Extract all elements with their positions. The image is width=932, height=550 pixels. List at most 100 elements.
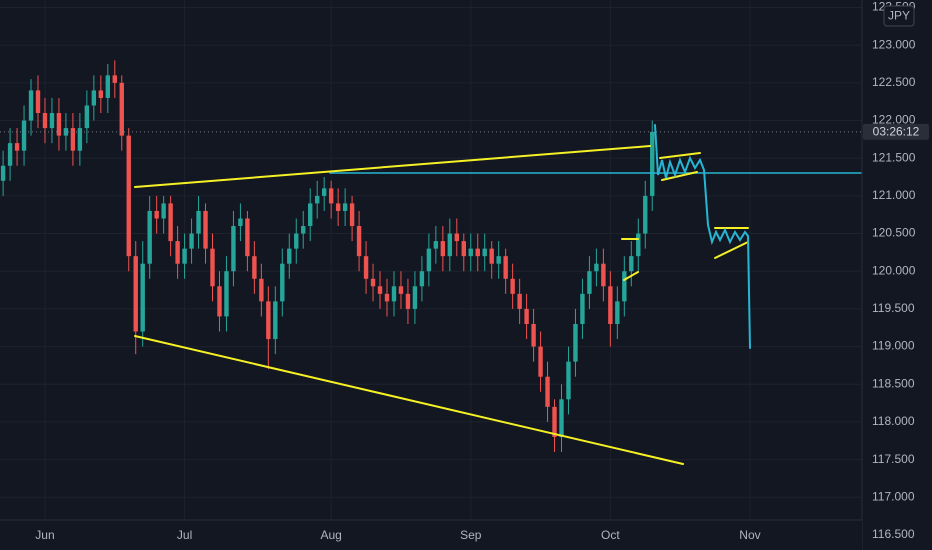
candle-body bbox=[531, 323, 536, 347]
candle-body bbox=[608, 286, 613, 324]
candle-body bbox=[601, 263, 606, 287]
candle-body bbox=[119, 82, 124, 136]
currency: JPY bbox=[888, 9, 910, 23]
candle-body bbox=[77, 128, 83, 151]
candle-body bbox=[468, 248, 473, 257]
candle-body bbox=[189, 233, 194, 249]
candle-body bbox=[28, 90, 34, 121]
candle-body bbox=[622, 271, 627, 302]
candle-body bbox=[315, 195, 320, 204]
y-tick-label: 117.000 bbox=[872, 489, 915, 503]
x-tick-label: Aug bbox=[320, 528, 341, 542]
candle-body bbox=[7, 143, 13, 166]
candle-body bbox=[356, 226, 362, 257]
candle-body bbox=[412, 286, 418, 309]
candle-body bbox=[538, 346, 543, 377]
flag-line bbox=[659, 152, 701, 159]
y-tick-label: 122.500 bbox=[872, 75, 916, 89]
candle-body bbox=[545, 376, 550, 407]
candle-body bbox=[636, 233, 641, 257]
candle-body bbox=[384, 293, 390, 302]
y-tick-label: 122.000 bbox=[872, 113, 916, 127]
candle-body bbox=[231, 226, 236, 272]
y-tick-label: 117.500 bbox=[872, 452, 915, 466]
candle-body bbox=[182, 248, 187, 264]
candle-body bbox=[580, 293, 585, 324]
candle-body bbox=[426, 248, 432, 272]
candle-body bbox=[203, 210, 208, 249]
countdown: 03:26:12 bbox=[873, 125, 920, 139]
candle-body bbox=[196, 210, 201, 234]
candle-body bbox=[594, 263, 599, 272]
candle-body bbox=[489, 248, 494, 264]
candle-body bbox=[363, 256, 369, 279]
y-tick-label: 119.500 bbox=[872, 301, 915, 315]
candle-body bbox=[154, 210, 159, 219]
candle-body bbox=[398, 286, 404, 294]
candle-body bbox=[112, 75, 117, 83]
candle-body bbox=[14, 143, 20, 151]
labels: 116.500 117.000 117.500 118.000 118.500 119.0… bbox=[35, 0, 929, 542]
candle-body bbox=[126, 135, 131, 257]
candle-body bbox=[573, 323, 578, 362]
candle-body bbox=[349, 203, 355, 227]
candle-body bbox=[552, 406, 557, 437]
candle-body bbox=[273, 301, 278, 340]
x-tick-label: Jul bbox=[177, 528, 192, 542]
y-tick-label: 119.000 bbox=[872, 339, 915, 353]
y-tick-label: 120.500 bbox=[872, 226, 916, 240]
candle-body bbox=[510, 278, 515, 294]
candle-body bbox=[49, 113, 55, 129]
candle-body bbox=[587, 271, 592, 294]
candle-body bbox=[287, 248, 292, 264]
candle-body bbox=[280, 263, 285, 302]
candle-body bbox=[259, 278, 264, 302]
drawings bbox=[134, 124, 863, 465]
trend-line bbox=[134, 145, 651, 188]
candle-body bbox=[252, 256, 257, 279]
candle-body bbox=[308, 203, 313, 227]
projection-path bbox=[654, 124, 751, 349]
y-tick-label: 118.000 bbox=[872, 414, 915, 428]
trend-line bbox=[134, 335, 684, 465]
flag-line bbox=[661, 171, 698, 181]
candle-body bbox=[559, 399, 564, 437]
y-tick-label: 123.000 bbox=[872, 37, 916, 51]
candle-body bbox=[21, 120, 27, 151]
candle-body bbox=[475, 248, 480, 257]
candle-body bbox=[629, 256, 634, 272]
candle-body bbox=[301, 226, 306, 234]
y-tick-label: 120.000 bbox=[872, 263, 916, 277]
candle-body bbox=[98, 90, 104, 98]
y-tick-label: 121.000 bbox=[872, 188, 916, 202]
candle-body bbox=[391, 286, 397, 302]
candle-body bbox=[105, 75, 110, 98]
candle-body bbox=[84, 105, 90, 129]
candle-body bbox=[615, 301, 620, 324]
candle-body bbox=[321, 188, 327, 196]
candle-body bbox=[91, 90, 97, 106]
candle-body bbox=[168, 203, 173, 242]
x-tick-label: Nov bbox=[739, 528, 760, 542]
candle-body bbox=[210, 248, 215, 287]
candle-body bbox=[266, 301, 271, 340]
candle-body bbox=[503, 256, 508, 279]
x-tick-label: Oct bbox=[601, 528, 620, 542]
flag-line bbox=[714, 241, 749, 259]
candle-body bbox=[133, 256, 138, 332]
candle-body bbox=[63, 128, 69, 136]
candle-body bbox=[643, 195, 648, 234]
candle-body bbox=[517, 293, 522, 309]
candle-body bbox=[35, 90, 41, 114]
flag-line bbox=[623, 271, 639, 281]
countdown-box bbox=[863, 123, 929, 140]
candle-body bbox=[294, 233, 299, 249]
candle-body bbox=[161, 203, 166, 219]
candle-body bbox=[140, 263, 145, 332]
y-tick-label: 118.500 bbox=[872, 376, 915, 390]
candle-body bbox=[238, 218, 243, 227]
